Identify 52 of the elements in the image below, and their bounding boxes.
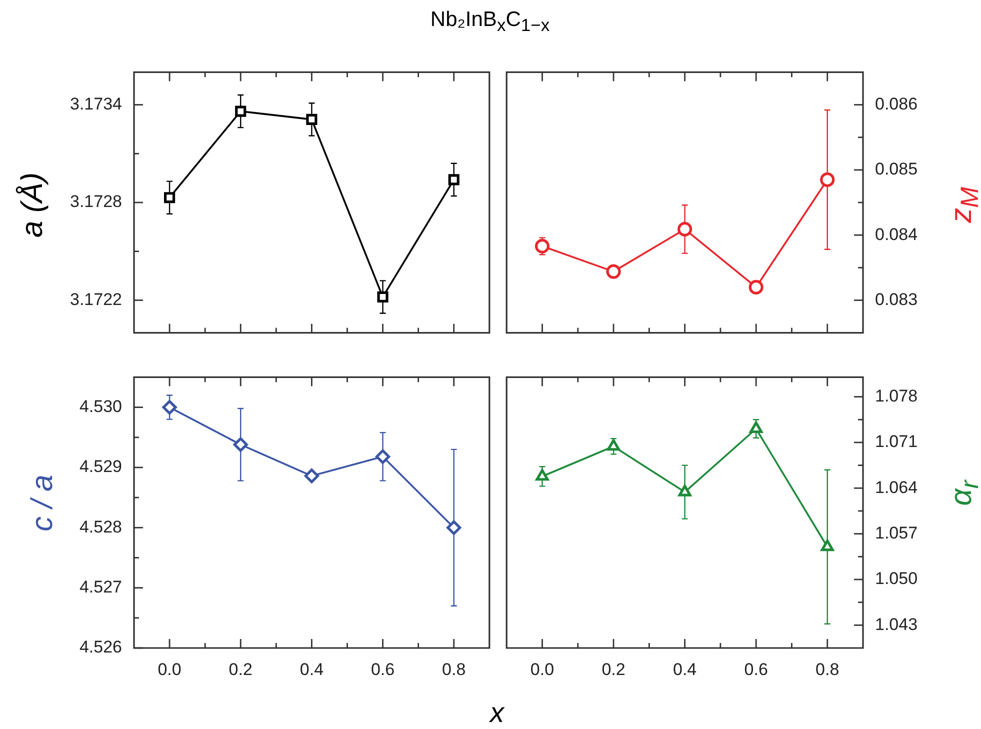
y-tick-label: 0.084 (875, 224, 918, 244)
y-tick-label: 3.1734 (70, 94, 122, 114)
x-tick-label: 0.2 (602, 660, 626, 679)
y-tick-label: 4.528 (79, 517, 122, 536)
point (164, 192, 176, 204)
x-tick-label: 0.8 (442, 660, 466, 679)
point (233, 437, 248, 452)
y-tick-label: 3.1728 (70, 192, 122, 212)
point (534, 238, 550, 254)
x-tick-label: 0.6 (744, 660, 768, 679)
y-tick-label: 1.078 (875, 386, 918, 406)
y-tick-label: 1.050 (875, 569, 918, 588)
point (820, 540, 834, 552)
point (448, 174, 460, 186)
y-tick-label: 1.057 (875, 523, 918, 542)
point (446, 520, 462, 535)
x-tick-label: 0.6 (370, 660, 395, 679)
point (750, 421, 763, 434)
point (820, 172, 835, 187)
chart-title: Nb₂InB$_{x}$C$_{1−x}$ (430, 8, 550, 36)
point (748, 280, 764, 294)
y-tick-label: 4.529 (79, 457, 122, 476)
x-tick-label: 0.2 (228, 660, 252, 679)
x-tick-label: 0.0 (530, 660, 554, 679)
y-tick-label: 4.527 (79, 578, 122, 597)
y-tick-label: 0.083 (875, 290, 918, 309)
y-axis-title: a (Å) (16, 172, 50, 238)
y-tick-label: 4.526 (79, 638, 122, 657)
x-axis-title: x (490, 697, 504, 729)
point (304, 468, 319, 484)
x-tick-label: 0.8 (816, 660, 840, 679)
x-tick-label: 0.0 (158, 660, 182, 679)
x-tick-label: 0.4 (672, 660, 697, 679)
y-tick-label: 0.085 (875, 160, 918, 179)
y-tick-label: 1.071 (875, 432, 918, 452)
point (306, 114, 318, 125)
y-axis-title: c / a (26, 474, 60, 532)
x-tick-label: 0.4 (300, 660, 324, 679)
point (678, 484, 692, 496)
point (375, 449, 390, 464)
point (235, 106, 246, 117)
point (606, 264, 621, 279)
y-tick-label: 0.086 (875, 94, 918, 114)
point (678, 222, 692, 237)
point (536, 469, 549, 481)
y-tick-label: 1.064 (875, 478, 918, 497)
y-tick-label: 3.1722 (70, 290, 122, 309)
point (162, 400, 177, 415)
y-tick-label: 4.530 (79, 396, 122, 416)
point (607, 439, 620, 451)
y-tick-label: 1.043 (875, 614, 918, 634)
point (377, 291, 388, 303)
